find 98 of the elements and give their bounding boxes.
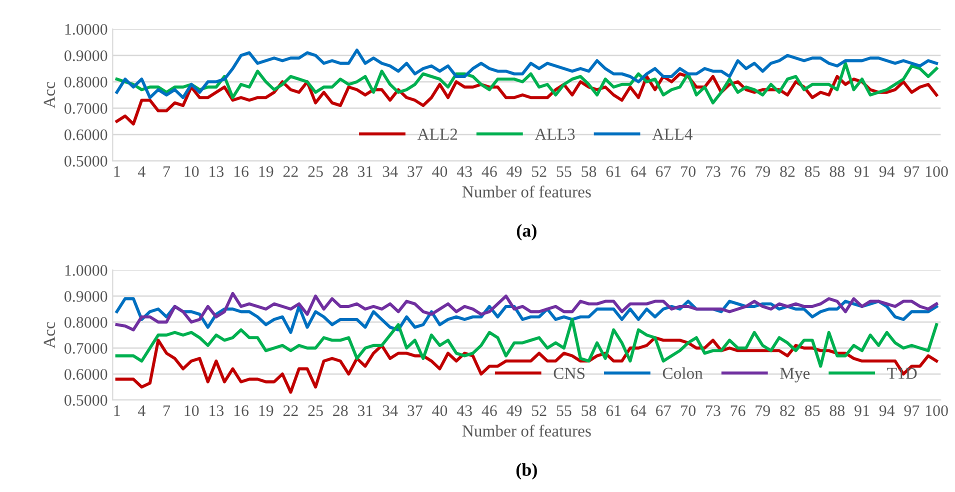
- y-tick-label: 0.7000: [64, 103, 108, 114]
- x-tick-label: 73: [706, 405, 720, 416]
- x-tick-label: 34: [382, 405, 398, 416]
- x-tick-label: 13: [210, 166, 224, 177]
- x-tick-label: 49: [506, 405, 522, 416]
- legend-label: Mye: [780, 368, 810, 382]
- y-tick-label: 0.6000: [64, 129, 108, 140]
- x-tick-label: 43: [456, 166, 472, 177]
- legend-label: ALL2: [417, 128, 458, 140]
- x-tick-label: 100: [926, 405, 948, 416]
- x-tick-label: 28: [333, 166, 348, 177]
- x-tick-label: 64: [631, 166, 646, 177]
- x-tick-label: 82: [780, 166, 795, 177]
- x-tick-label: 55: [556, 405, 572, 416]
- y-tick-label: 0.7000: [64, 342, 108, 354]
- line-series: [115, 336, 938, 394]
- x-axis-title: Number of features: [462, 186, 591, 198]
- y-tick-label: 1.0000: [65, 24, 108, 35]
- x-tick-label: 67: [656, 405, 671, 416]
- x-tick-label: 85: [804, 166, 820, 177]
- x-tick-label: 16: [234, 166, 249, 177]
- y-tick-label: 0.8000: [64, 76, 108, 88]
- legend-label: Colon: [662, 367, 703, 379]
- x-tick-label: 37: [408, 166, 422, 177]
- x-tick-label: 61: [606, 166, 621, 177]
- x-tick-label: 91: [854, 166, 870, 177]
- x-tick-label: 88: [830, 405, 845, 416]
- x-tick-label: 91: [854, 405, 870, 416]
- x-tick-label: 4: [138, 405, 146, 416]
- legend-label: ALL3: [534, 128, 575, 140]
- x-tick-label: 25: [308, 166, 323, 177]
- y-tick-label: 0.8000: [64, 316, 108, 328]
- x-tick-label: 55: [556, 166, 572, 177]
- x-tick-label: 94: [879, 405, 895, 416]
- y-axis-title: Acc: [44, 322, 55, 348]
- x-tick-label: 37: [408, 405, 422, 416]
- x-tick-label: 7: [164, 405, 170, 416]
- x-tick-label: 88: [830, 166, 845, 177]
- y-tick-label: 0.9000: [64, 291, 108, 302]
- legend-label: ALL4: [652, 128, 693, 140]
- x-tick-label: 1: [114, 405, 120, 416]
- x-tick-label: 97: [904, 405, 920, 416]
- x-tick-label: 19: [259, 166, 274, 177]
- x-tick-label: 76: [730, 405, 746, 416]
- x-tick-label: 94: [879, 166, 895, 177]
- x-tick-label: 4: [138, 166, 146, 177]
- x-tick-label: 22: [283, 166, 298, 177]
- x-tick-label: 40: [432, 405, 448, 416]
- x-tick-label: 16: [234, 405, 249, 416]
- x-tick-label: 22: [283, 405, 298, 416]
- x-tick-label: 76: [730, 166, 746, 177]
- legend-label: CNS: [554, 368, 585, 379]
- x-tick-label: 82: [780, 405, 795, 416]
- x-tick-label: 7: [164, 166, 170, 177]
- x-tick-label: 10: [184, 405, 199, 416]
- x-tick-label: 100: [926, 166, 948, 177]
- x-tick-label: 61: [606, 405, 621, 416]
- x-tick-label: 10: [184, 166, 199, 177]
- x-tick-label: 97: [904, 166, 920, 177]
- x-tick-label: 43: [456, 405, 472, 416]
- x-axis-title: Number of features: [462, 424, 591, 437]
- line-series: [115, 292, 938, 332]
- x-tick-label: 79: [756, 166, 770, 177]
- x-tick-label: 19: [259, 405, 274, 416]
- x-tick-label: 52: [532, 166, 546, 177]
- x-tick-label: 13: [210, 405, 224, 416]
- line-series: [115, 48, 938, 100]
- x-tick-label: 64: [631, 405, 646, 416]
- legend-label: T1D: [887, 368, 917, 379]
- x-tick-label: 52: [532, 405, 546, 416]
- x-tick-label: 46: [482, 405, 497, 416]
- x-tick-label: 28: [333, 405, 348, 416]
- x-tick-label: 58: [582, 405, 596, 416]
- x-tick-label: 79: [756, 405, 770, 416]
- line-series: [115, 62, 938, 104]
- x-tick-label: 70: [681, 166, 696, 177]
- x-tick-label: 1: [114, 166, 120, 177]
- x-tick-label: 58: [582, 166, 596, 177]
- text: (b): [516, 463, 537, 480]
- x-tick-label: 34: [382, 166, 398, 177]
- y-axis-title: Acc: [44, 82, 55, 108]
- y-tick-label: 0.5000: [64, 156, 108, 167]
- x-tick-label: 70: [681, 405, 696, 416]
- x-tick-label: 46: [482, 166, 497, 177]
- x-tick-label: 49: [506, 166, 522, 177]
- text: (a): [516, 224, 536, 240]
- y-tick-label: 1.0000: [65, 265, 108, 276]
- y-tick-label: 0.5000: [64, 394, 108, 406]
- x-tick-label: 31: [358, 405, 372, 416]
- x-tick-label: 73: [706, 166, 720, 177]
- x-tick-label: 67: [656, 166, 671, 177]
- y-tick-label: 0.9000: [64, 50, 108, 62]
- x-tick-label: 31: [358, 166, 372, 177]
- x-tick-label: 25: [308, 405, 323, 416]
- x-tick-label: 85: [804, 405, 820, 416]
- y-tick-label: 0.6000: [64, 368, 108, 380]
- line-series: [115, 318, 938, 368]
- x-tick-label: 40: [432, 166, 448, 177]
